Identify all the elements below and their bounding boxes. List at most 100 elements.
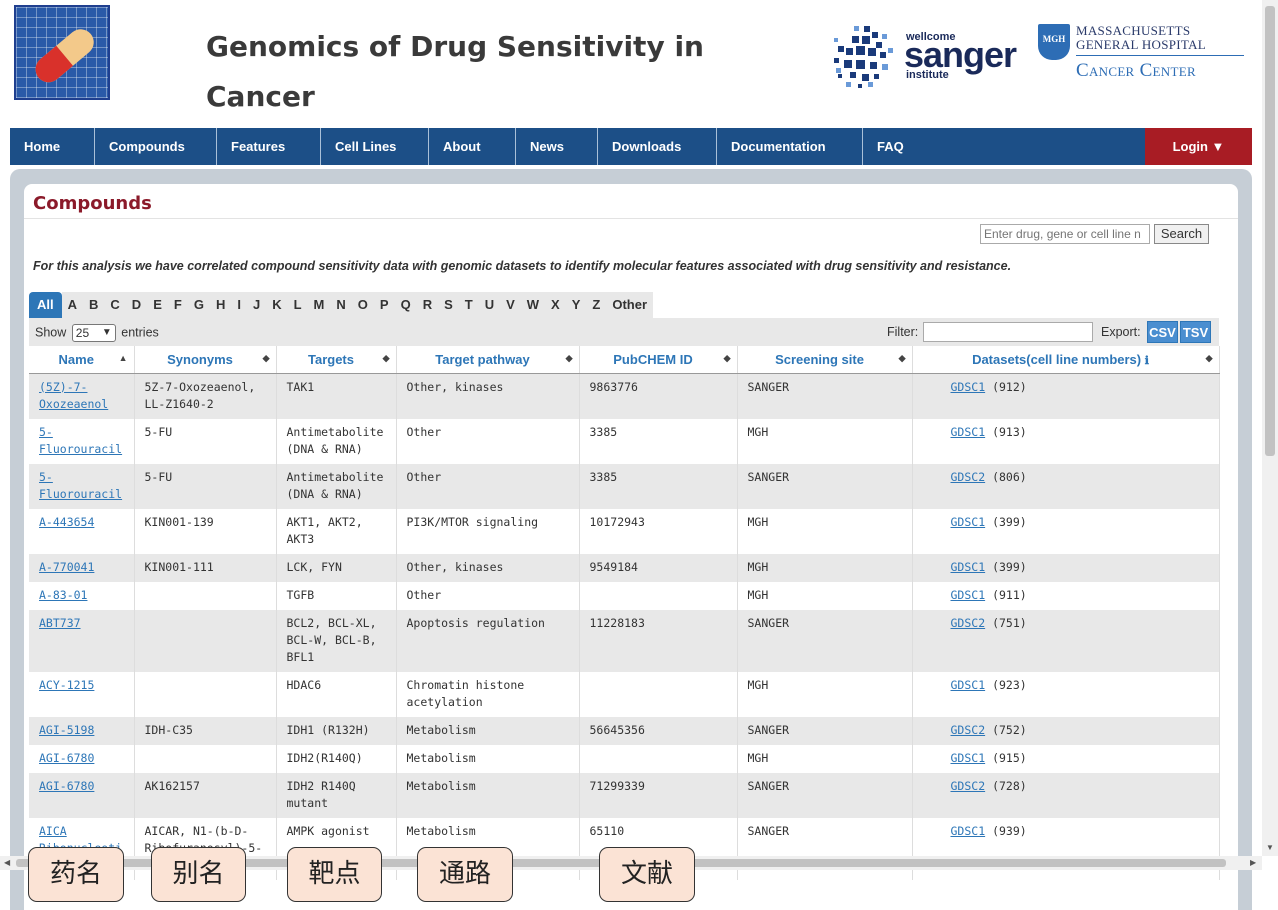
column-header-site[interactable]: Screening site ◆ (737, 346, 913, 374)
dataset-cell: GDSC2 (728) (912, 772, 1220, 818)
dataset-link[interactable]: GDSC1 (950, 823, 986, 838)
letter-tab-d[interactable]: D (125, 292, 148, 318)
column-header-pathway[interactable]: Target pathway ◆ (396, 346, 580, 374)
nav-home[interactable]: Home (10, 128, 95, 165)
column-header-datasets[interactable]: Datasets(cell line numbers) ℹ ◆ (912, 346, 1220, 374)
dataset-cell: GDSC1 (399) (912, 508, 1220, 554)
drug-name-link[interactable]: A-443654 (39, 514, 95, 529)
dataset-link[interactable]: GDSC1 (950, 514, 986, 529)
vertical-scroll-thumb[interactable] (1265, 6, 1275, 456)
pathway-cell: Other, kinases (396, 553, 580, 582)
letter-tab-n[interactable]: N (330, 292, 352, 318)
mgh-cancer-center: Cancer Center (1076, 60, 1196, 81)
nav-cell-lines[interactable]: Cell Lines (321, 128, 429, 165)
letter-tab-u[interactable]: U (478, 292, 501, 318)
letter-tab-x[interactable]: X (545, 292, 566, 318)
letter-tab-b[interactable]: B (83, 292, 105, 318)
letter-tab-all[interactable]: All (29, 292, 62, 318)
dataset-link[interactable]: GDSC1 (950, 559, 986, 574)
synonyms-cell: KIN001-111 (134, 553, 277, 582)
targets-cell: AKT1, AKT2, AKT3 (276, 508, 397, 554)
drug-name-link[interactable]: A-770041 (39, 559, 95, 574)
letter-tab-r[interactable]: R (416, 292, 439, 318)
letter-tab-g[interactable]: G (187, 292, 210, 318)
dataset-link[interactable]: GDSC1 (950, 750, 986, 765)
table-cell: A-443654 (29, 508, 135, 554)
letter-tab-h[interactable]: H (209, 292, 232, 318)
letter-tab-e[interactable]: E (147, 292, 168, 318)
drug-name-link[interactable]: 5-Fluorouracil (39, 469, 123, 501)
page-length-select[interactable]: 25 ▼ (71, 324, 116, 342)
search-input[interactable] (980, 224, 1150, 244)
gdsc-logo[interactable] (14, 5, 110, 100)
letter-tab-i[interactable]: I (231, 292, 247, 318)
letter-tab-c[interactable]: C (104, 292, 126, 318)
sanger-main-text: sanger (904, 34, 1017, 75)
letter-tab-w[interactable]: W (520, 292, 546, 318)
letter-tab-p[interactable]: P (373, 292, 395, 318)
targets-cell: HDAC6 (276, 671, 397, 717)
nav-compounds[interactable]: Compounds (95, 128, 217, 165)
letter-tab-a[interactable]: A (61, 292, 84, 318)
letter-tab-o[interactable]: O (351, 292, 374, 318)
letter-tab-y[interactable]: Y (565, 292, 587, 318)
nav-features[interactable]: Features (217, 128, 321, 165)
sanger-logo[interactable]: wellcome sanger institute (832, 22, 1027, 92)
letter-tab-s[interactable]: S (438, 292, 459, 318)
dataset-link[interactable]: GDSC1 (950, 424, 986, 439)
nav-downloads[interactable]: Downloads (598, 128, 717, 165)
drug-name-link[interactable]: AGI-6780 (39, 750, 95, 765)
letter-tab-j[interactable]: J (246, 292, 267, 318)
drug-name-link[interactable]: 5-Fluorouracil (39, 424, 123, 456)
drug-name-link[interactable]: (5Z)-7-Oxozeaenol (39, 379, 109, 411)
table-cell: AGI-6780 (29, 744, 135, 773)
dataset-link[interactable]: GDSC1 (950, 677, 986, 692)
search-button[interactable]: Search (1154, 224, 1209, 244)
pubchem-cell: 56645356 (579, 716, 738, 745)
scroll-down-icon[interactable]: ▼ (1266, 843, 1274, 852)
drug-name-link[interactable]: ACY-1215 (39, 677, 95, 692)
filter-label: Filter: (887, 325, 919, 339)
column-header-synonyms[interactable]: Synonyms ◆ (134, 346, 277, 374)
dataset-link[interactable]: GDSC2 (950, 778, 986, 793)
dataset-count: (915) (992, 750, 1027, 765)
letter-tab-f[interactable]: F (167, 292, 188, 318)
dataset-link[interactable]: GDSC2 (950, 722, 986, 737)
nav-documentation[interactable]: Documentation (717, 128, 863, 165)
annotation-drug-name: 药名 (28, 847, 124, 902)
letter-tab-m[interactable]: M (307, 292, 331, 318)
dataset-link[interactable]: GDSC1 (950, 587, 986, 602)
vertical-scrollbar[interactable]: ▼ (1262, 0, 1278, 856)
nav-about[interactable]: About (429, 128, 516, 165)
letter-tab-v[interactable]: V (500, 292, 521, 318)
export-csv-button[interactable]: CSV (1147, 321, 1178, 343)
scroll-right-icon[interactable]: ▶ (1250, 858, 1257, 867)
letter-tab-other[interactable]: Other (606, 292, 654, 318)
letter-tab-t[interactable]: T (458, 292, 479, 318)
table-row: 5-Fluorouracil 5-FU Antimetabolite (DNA & … (29, 418, 1220, 464)
column-header-pubchem[interactable]: PubCHEM ID ◆ (579, 346, 738, 374)
drug-name-link[interactable]: A-83-01 (39, 587, 88, 602)
export-tsv-button[interactable]: TSV (1180, 321, 1211, 343)
mgh-logo[interactable]: MGH MASSACHUSETTS GENERAL HOSPITAL Cance… (1038, 22, 1248, 86)
scroll-left-icon[interactable]: ◀ (4, 858, 11, 867)
letter-tab-k[interactable]: K (266, 292, 288, 318)
annotation-pathway: 通路 (417, 847, 513, 902)
nav-faq[interactable]: FAQ (877, 139, 904, 154)
dataset-link[interactable]: GDSC2 (950, 615, 986, 630)
letter-tab-z[interactable]: Z (586, 292, 607, 318)
filter-input[interactable] (923, 322, 1093, 342)
login-button[interactable]: Login ▼ (1145, 128, 1252, 165)
drug-name-link[interactable]: ABT737 (39, 615, 81, 630)
column-header-name[interactable]: Name ▲ (29, 346, 135, 374)
letter-tab-l[interactable]: L (287, 292, 308, 318)
dataset-count: (399) (992, 559, 1027, 574)
dataset-link[interactable]: GDSC1 (950, 379, 986, 394)
drug-name-link[interactable]: AGI-5198 (39, 722, 95, 737)
drug-name-link[interactable]: AGI-6780 (39, 778, 95, 793)
letter-tab-q[interactable]: Q (394, 292, 417, 318)
column-header-targets[interactable]: Targets ◆ (276, 346, 397, 374)
nav-news[interactable]: News (516, 128, 598, 165)
site-cell: MGH (737, 418, 913, 464)
dataset-link[interactable]: GDSC2 (950, 469, 986, 484)
